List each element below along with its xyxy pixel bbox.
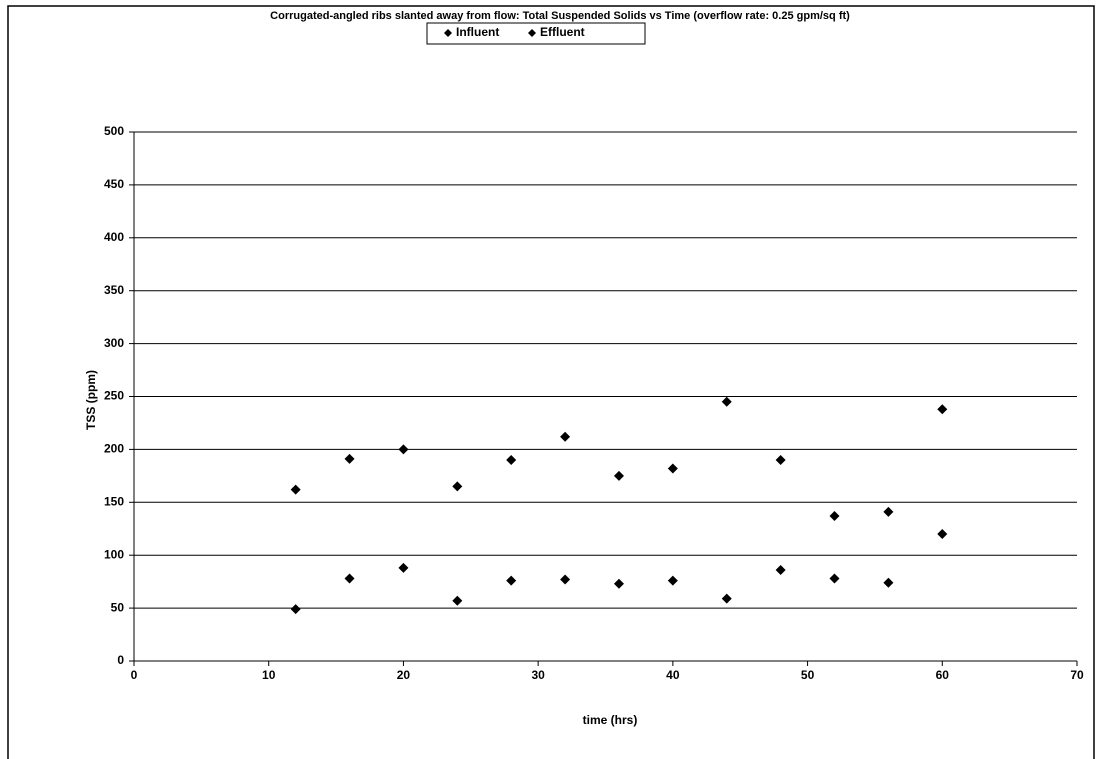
y-tick-label: 500 — [104, 124, 124, 138]
x-tick-label: 40 — [666, 668, 680, 682]
data-point — [775, 454, 786, 465]
data-point — [452, 481, 463, 492]
x-tick-label: 60 — [936, 668, 950, 682]
chart-frame — [7, 5, 1095, 759]
data-point — [398, 562, 409, 573]
data-point — [613, 470, 624, 481]
x-tick-label: 20 — [397, 668, 411, 682]
x-tick-label: 50 — [801, 668, 815, 682]
legend-label: Effluent — [540, 25, 585, 39]
y-tick-label: 0 — [117, 653, 124, 667]
legend-marker — [528, 29, 536, 37]
data-point — [344, 453, 355, 464]
x-tick-label: 10 — [262, 668, 276, 682]
y-tick-label: 150 — [104, 494, 124, 508]
data-point — [667, 463, 678, 474]
data-point — [560, 431, 571, 442]
data-point — [398, 444, 409, 455]
x-tick-label: 0 — [131, 668, 138, 682]
y-tick-label: 300 — [104, 336, 124, 350]
y-tick-label: 50 — [111, 600, 125, 614]
data-point — [506, 575, 517, 586]
y-tick-label: 200 — [104, 442, 124, 456]
legend-label: Influent — [456, 25, 499, 39]
data-point — [290, 604, 301, 615]
y-tick-label: 400 — [104, 230, 124, 244]
y-tick-label: 450 — [104, 177, 124, 191]
data-point — [937, 529, 948, 540]
data-point — [452, 595, 463, 606]
x-tick-label: 30 — [531, 668, 545, 682]
data-point — [290, 484, 301, 495]
data-point — [883, 506, 894, 517]
chart-title: Corrugated-angled ribs slanted away from… — [270, 10, 850, 22]
data-point — [560, 574, 571, 585]
legend-marker — [444, 29, 452, 37]
y-tick-label: 350 — [104, 283, 124, 297]
y-tick-label: 100 — [104, 547, 124, 561]
data-point — [829, 573, 840, 584]
data-point — [937, 404, 948, 415]
data-point — [775, 565, 786, 576]
y-tick-label: 250 — [104, 389, 124, 403]
data-point — [721, 593, 732, 604]
x-tick-label: 70 — [1070, 668, 1084, 682]
data-point — [721, 396, 732, 407]
legend-box — [426, 22, 646, 45]
x-axis-label: time (hrs) — [583, 713, 638, 727]
y-axis-label: TSS (ppm) — [84, 370, 98, 430]
data-point — [883, 577, 894, 588]
data-point — [829, 511, 840, 522]
data-point — [613, 578, 624, 589]
data-point — [667, 575, 678, 586]
data-point — [344, 573, 355, 584]
data-point — [506, 454, 517, 465]
